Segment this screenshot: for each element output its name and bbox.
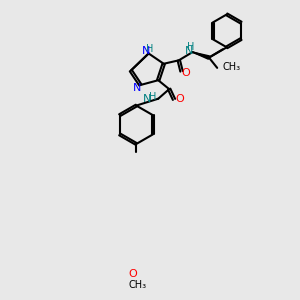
Text: CH₃: CH₃ xyxy=(223,61,241,71)
Text: CH₃: CH₃ xyxy=(129,280,147,290)
Text: O: O xyxy=(128,269,137,279)
Polygon shape xyxy=(193,52,209,59)
Text: H: H xyxy=(146,44,154,54)
Text: N: N xyxy=(143,94,152,104)
Text: O: O xyxy=(181,68,190,78)
Text: N: N xyxy=(133,83,141,93)
Text: N: N xyxy=(185,46,193,56)
Text: H: H xyxy=(188,42,195,52)
Text: H: H xyxy=(149,92,156,102)
Text: N: N xyxy=(142,46,150,56)
Text: O: O xyxy=(175,94,184,104)
